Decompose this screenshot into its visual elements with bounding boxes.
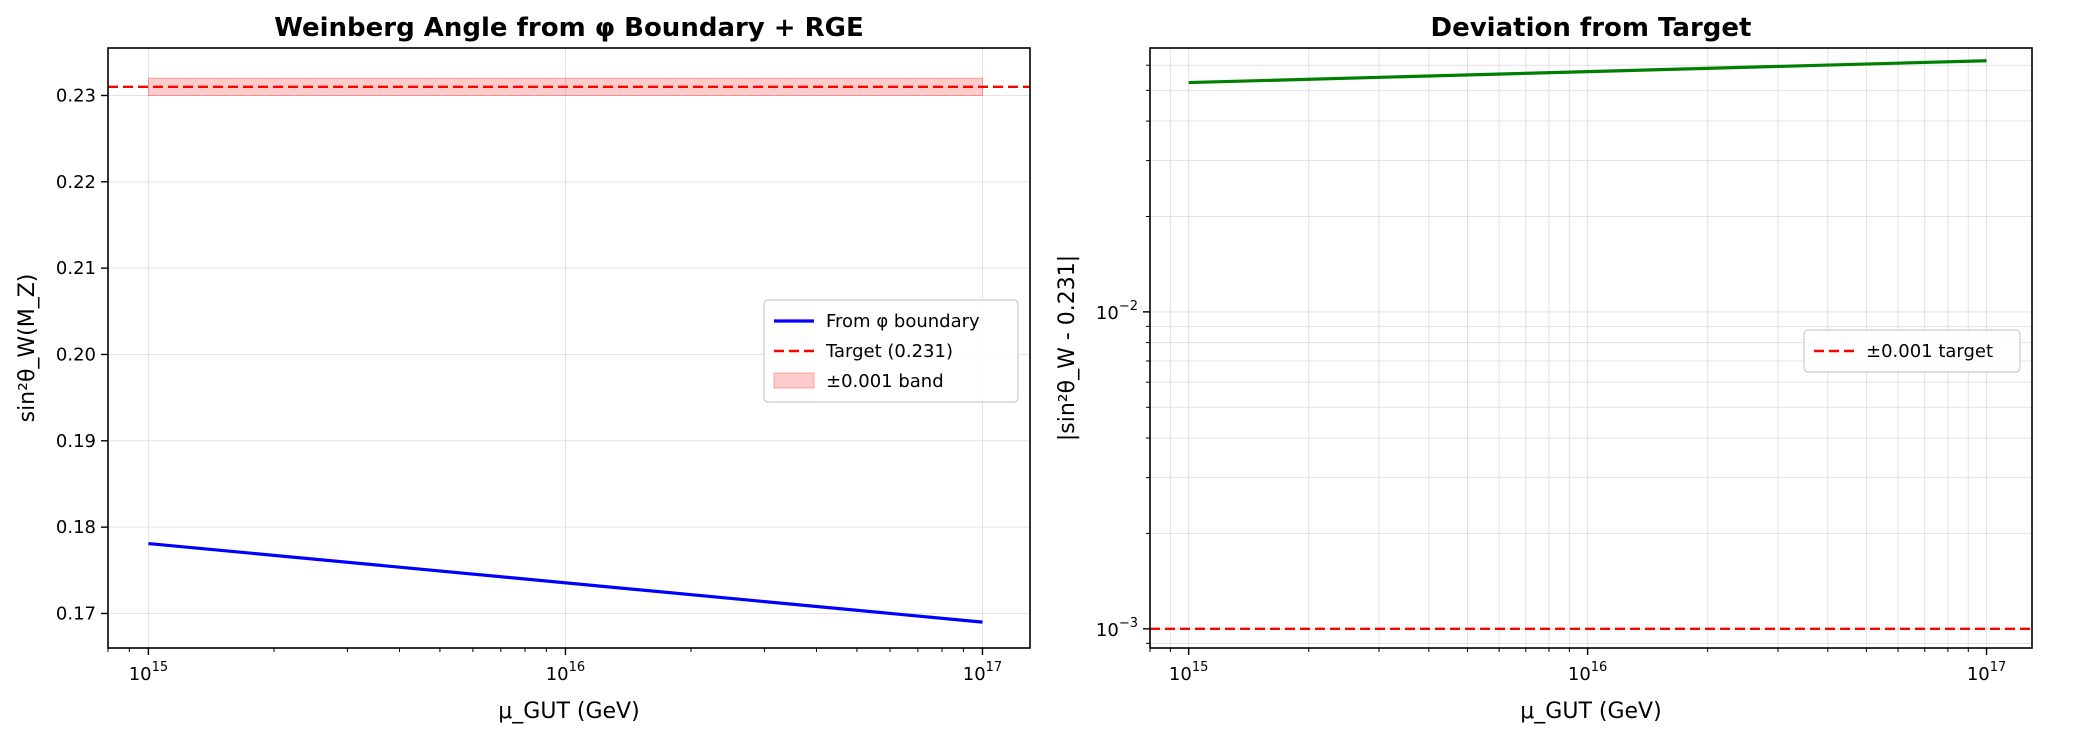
legend-label: Target (0.231) (825, 341, 953, 362)
legend: From φ boundary Target (0.231) ±0.001 band (763, 299, 1019, 403)
legend: ±0.001 target (1803, 329, 2021, 373)
legend-swatch (773, 372, 815, 389)
chart-title: Weinberg Angle from φ Boundary + RGE (274, 13, 864, 43)
y-tick-label: 0.18 (56, 517, 96, 538)
y-axis-label: |sin²θ_W - 0.231| (1055, 255, 1080, 441)
x-tick-label: 1015 (129, 660, 168, 685)
x-axis-label: μ_GUT (GeV) (498, 699, 639, 724)
chart-title: Deviation from Target (1431, 13, 1752, 43)
x-tick-label: 1017 (963, 660, 1002, 685)
x-tick-label: 1015 (1169, 660, 1208, 685)
legend-label: ±0.001 target (1866, 341, 1993, 362)
x-tick-label: 1016 (546, 660, 585, 685)
y-tick-label: 0.19 (56, 431, 96, 452)
legend-label: ±0.001 band (826, 371, 944, 392)
axes-frame (107, 47, 1031, 649)
chart-panel-right: 1015 1016 1017 10−3 10−2 Deviation from Targ… (1055, 13, 2033, 724)
y-tick-label: 10−3 (1096, 616, 1138, 641)
x-tick-label: 1016 (1568, 660, 1607, 685)
legend-label: From φ boundary (826, 311, 980, 332)
y-tick-label: 0.20 (56, 344, 96, 365)
y-tick-label: 0.22 (56, 172, 96, 193)
y-tick-label: 10−2 (1096, 299, 1138, 324)
series-line (1188, 59, 1987, 85)
series-line (148, 541, 983, 624)
y-tick-label: 0.23 (56, 85, 96, 106)
x-tick-label: 1017 (1967, 660, 2006, 685)
y-tick-label: 0.21 (56, 258, 96, 279)
y-axis-label: sin²θ_W(M_Z) (15, 274, 40, 423)
chart-panel-left: 1015 1016 1017 0.17 0.18 0.19 0.20 0.21 0.22 0.23… (15, 13, 1031, 724)
y-tick-label: 0.17 (56, 603, 96, 624)
x-axis-label: μ_GUT (GeV) (1520, 699, 1661, 724)
axes-frame (1149, 47, 2033, 649)
legend-box (763, 299, 1019, 403)
legend-box (1803, 329, 2021, 373)
